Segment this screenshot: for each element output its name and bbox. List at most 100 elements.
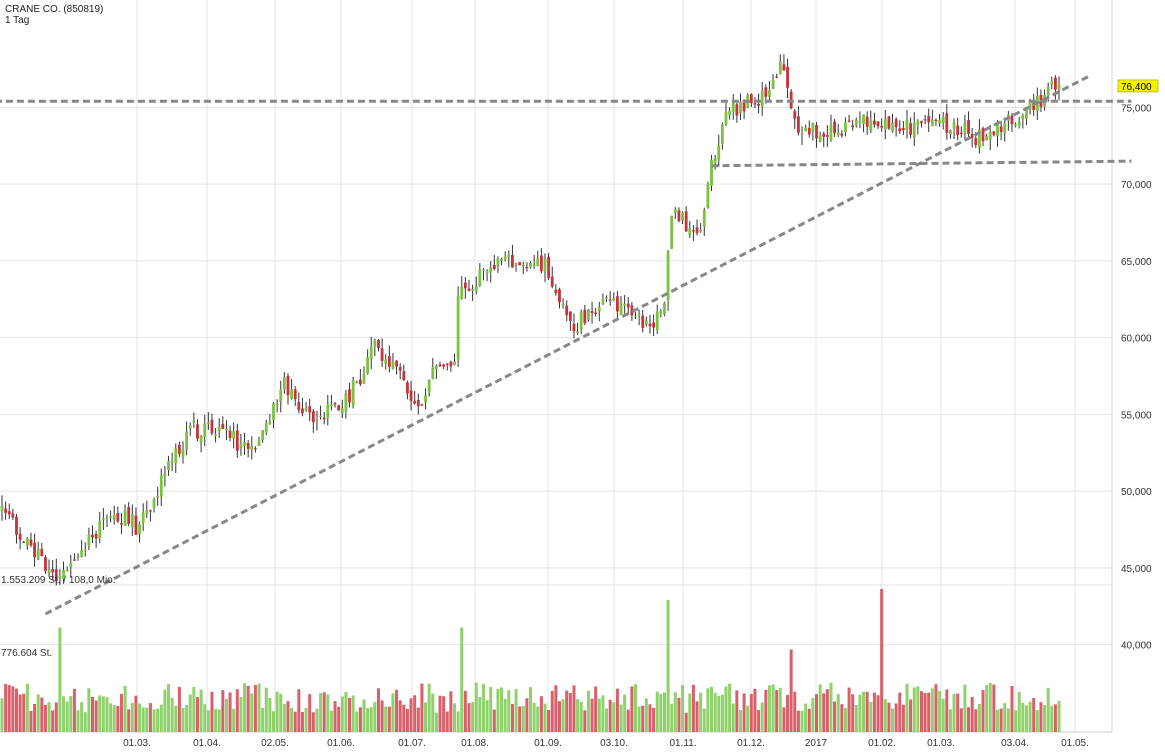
volume-bar [623, 694, 627, 732]
volume-bar [634, 684, 637, 732]
volume-bar [329, 710, 333, 732]
volume-bar [36, 694, 40, 732]
candle-down [959, 132, 963, 134]
volume-bar [956, 693, 960, 732]
candle-down [311, 411, 315, 423]
candle-down [54, 569, 58, 582]
volume-bar [181, 708, 185, 732]
volume-bar [300, 712, 304, 732]
volume-bar [62, 696, 66, 732]
volume-bar [717, 695, 721, 732]
volume-bar [80, 702, 84, 732]
candle-up [141, 512, 145, 524]
x-tick-label: 01.03. [123, 738, 151, 749]
candle-up [561, 304, 565, 306]
volume-bar [507, 690, 511, 732]
x-tick-label: 2017 [805, 738, 828, 749]
volume-bar [521, 706, 525, 732]
candle-down [923, 119, 927, 121]
candle-down [406, 382, 409, 394]
candle-up [1025, 108, 1028, 119]
volume-bar [257, 683, 261, 732]
candle-down [887, 116, 891, 129]
volume-bar [308, 694, 312, 732]
candle-down [120, 523, 123, 525]
volume-bar [854, 705, 858, 732]
volume-bar [789, 649, 793, 732]
candle-up [778, 61, 782, 75]
candle-down [18, 533, 22, 540]
candle-up [688, 228, 692, 235]
candle-down [608, 299, 612, 301]
candle-up [1057, 84, 1061, 90]
volume-bar [159, 704, 163, 732]
volume-bar [402, 704, 406, 732]
candle-up [985, 136, 989, 140]
volume-bar [597, 698, 601, 732]
candle-up [836, 132, 840, 136]
volume-bar [825, 689, 829, 732]
x-tick-label: 03.04. [1001, 738, 1029, 749]
volume-bar [253, 685, 257, 732]
candle-up [25, 538, 29, 546]
volume-bar [619, 704, 623, 732]
candle-up [905, 119, 909, 130]
candle-down [44, 557, 47, 571]
candle-down [775, 76, 779, 78]
volume-bar [662, 692, 666, 732]
candle-up [69, 563, 73, 568]
candle-up [225, 428, 228, 431]
y-tick-label: 75,000 [1121, 103, 1152, 114]
volume-bar [65, 701, 69, 732]
volume-bar [626, 709, 630, 732]
volume-bar [380, 700, 384, 732]
candle-down [293, 389, 297, 400]
candle-up [279, 389, 283, 402]
volume-bar [786, 694, 790, 732]
y-tick-label: 65,000 [1121, 257, 1152, 268]
candle-up [474, 286, 478, 293]
volume-bar [463, 690, 467, 732]
candle-down [409, 390, 413, 401]
candle-down [22, 541, 26, 543]
volume-bar [163, 689, 167, 732]
candle-up [644, 320, 648, 325]
volume-bar [659, 693, 663, 732]
candle-down [322, 417, 326, 420]
volume-bar [355, 711, 359, 732]
y-tick-label: 45,000 [1121, 564, 1152, 575]
candle-down [927, 115, 931, 123]
candle-up [391, 361, 395, 369]
candle-down [387, 356, 391, 367]
volume-bar [116, 705, 120, 732]
volume-bar [673, 692, 677, 732]
candle-up [453, 361, 456, 365]
candle-down [956, 125, 960, 136]
volume-bar [319, 693, 323, 732]
volume-bar [210, 691, 214, 732]
volume-bar [677, 697, 681, 732]
volume-bar [594, 686, 598, 732]
volume-bar [941, 698, 945, 732]
volume-bar [742, 693, 746, 732]
candle-up [232, 431, 236, 439]
candle-up [152, 499, 156, 509]
chart-grid [0, 0, 1113, 733]
volume-bar [76, 710, 80, 732]
volume-bar [83, 712, 87, 732]
candle-up [369, 346, 373, 360]
candle-up [637, 314, 641, 316]
candle-down [616, 296, 619, 312]
x-tick-label: 01.08. [461, 738, 489, 749]
volume-bar [391, 693, 395, 732]
candle-down [797, 116, 800, 133]
candle-down [981, 128, 985, 142]
candle-up [1017, 121, 1021, 126]
candle-up [344, 393, 348, 412]
candle-up [500, 259, 503, 261]
volume-bar [818, 684, 822, 732]
volume-bar [1032, 698, 1036, 732]
candle-up [373, 339, 377, 347]
candle-down [301, 408, 304, 414]
volume-bar [644, 698, 648, 732]
